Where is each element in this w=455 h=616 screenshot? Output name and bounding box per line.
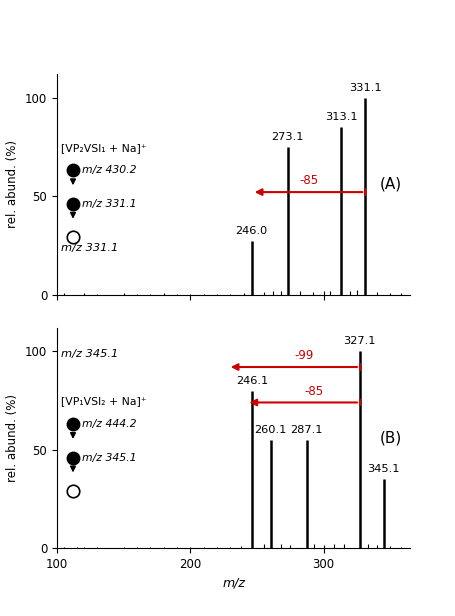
Text: m/z 331.1: m/z 331.1 bbox=[82, 199, 136, 209]
Text: [VP₁VSl₂ + Na]⁺: [VP₁VSl₂ + Na]⁺ bbox=[61, 397, 147, 407]
X-axis label: m/z: m/z bbox=[222, 577, 245, 590]
Text: -85: -85 bbox=[298, 174, 318, 187]
Text: 345.1: 345.1 bbox=[367, 464, 399, 474]
Text: -99: -99 bbox=[294, 349, 313, 362]
Y-axis label: rel. abund. (%): rel. abund. (%) bbox=[6, 140, 20, 228]
Y-axis label: rel. abund. (%): rel. abund. (%) bbox=[6, 394, 20, 482]
Text: 287.1: 287.1 bbox=[290, 425, 322, 435]
Text: 273.1: 273.1 bbox=[271, 132, 303, 142]
Text: m/z 444.2: m/z 444.2 bbox=[82, 419, 136, 429]
Text: (A): (A) bbox=[379, 177, 401, 192]
Text: 331.1: 331.1 bbox=[348, 83, 381, 92]
Text: 246.1: 246.1 bbox=[235, 376, 268, 386]
Text: m/z 430.2: m/z 430.2 bbox=[82, 166, 136, 176]
Text: m/z 331.1: m/z 331.1 bbox=[61, 243, 118, 253]
Text: 313.1: 313.1 bbox=[324, 112, 357, 122]
Text: -85: -85 bbox=[303, 384, 323, 397]
Text: m/z 345.1: m/z 345.1 bbox=[61, 349, 118, 359]
Text: 246.0: 246.0 bbox=[235, 227, 267, 237]
Text: m/z 345.1: m/z 345.1 bbox=[82, 453, 136, 463]
Text: [VP₂VSl₁ + Na]⁺: [VP₂VSl₁ + Na]⁺ bbox=[61, 143, 147, 153]
Text: (B): (B) bbox=[379, 431, 401, 445]
Text: 327.1: 327.1 bbox=[343, 336, 375, 346]
Text: 260.1: 260.1 bbox=[254, 425, 286, 435]
